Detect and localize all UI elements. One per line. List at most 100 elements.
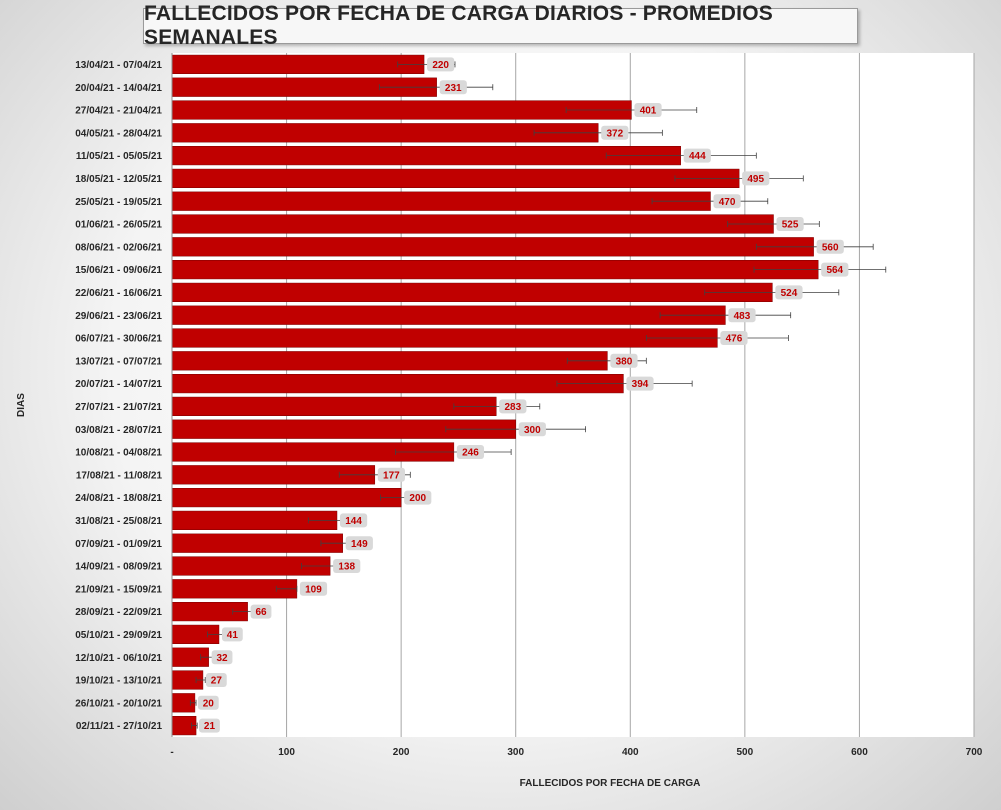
category-label: 05/10/21 - 29/09/21 bbox=[75, 630, 162, 641]
category-label: 07/09/21 - 01/09/21 bbox=[75, 539, 162, 550]
data-label-bg bbox=[456, 445, 485, 459]
data-label: 401 bbox=[640, 106, 657, 117]
data-label-bg bbox=[199, 718, 220, 733]
data-label: 144 bbox=[345, 516, 362, 527]
category-label: 31/08/21 - 25/08/21 bbox=[75, 516, 162, 527]
category-label: 29/06/21 - 23/06/21 bbox=[75, 311, 162, 322]
category-label: 26/10/21 - 20/10/21 bbox=[75, 698, 162, 709]
data-label-bg bbox=[377, 467, 405, 482]
x-axis-title: FALLECIDOS POR FECHA DE CARGA bbox=[520, 778, 701, 789]
category-label: 17/08/21 - 11/08/21 bbox=[76, 470, 163, 481]
data-label: 32 bbox=[217, 653, 229, 664]
bar bbox=[171, 282, 773, 302]
bar bbox=[171, 100, 632, 120]
data-label: 231 bbox=[445, 83, 462, 94]
category-labels-group: 13/04/21 - 07/04/21 20/04/21 - 14/04/21 27… bbox=[75, 60, 162, 732]
category-label: 22/06/21 - 16/06/21 bbox=[75, 288, 162, 299]
bar bbox=[171, 146, 681, 166]
data-label-bg bbox=[221, 627, 243, 642]
data-label: 394 bbox=[632, 379, 649, 390]
y-axis-title: DIAS bbox=[16, 393, 27, 417]
x-tick-label: 700 bbox=[966, 747, 983, 758]
data-label: 138 bbox=[338, 562, 355, 573]
category-label: 28/09/21 - 22/09/21 bbox=[75, 607, 162, 618]
plot-area bbox=[172, 53, 974, 737]
data-label: 372 bbox=[606, 128, 623, 139]
category-label: 01/06/21 - 26/05/21 bbox=[75, 220, 162, 231]
data-label-bg bbox=[728, 308, 756, 323]
data-label-bg bbox=[626, 376, 654, 391]
bar bbox=[171, 533, 343, 553]
data-label-bg bbox=[518, 422, 546, 437]
data-label-bg bbox=[601, 125, 629, 140]
data-label-bg bbox=[821, 262, 849, 277]
category-label: 19/10/21 - 13/10/21 bbox=[75, 676, 162, 687]
data-labels-group: 220 231 401 372 444 495 470 525 560 564 524 483 476 3… bbox=[197, 57, 849, 733]
data-label-bg bbox=[775, 285, 803, 300]
data-label-bg bbox=[683, 148, 711, 163]
data-label: 483 bbox=[734, 311, 751, 322]
data-label-bg bbox=[499, 399, 527, 414]
data-label: 525 bbox=[782, 220, 799, 231]
data-label: 246 bbox=[462, 448, 479, 459]
data-label-bg bbox=[439, 80, 467, 95]
data-label-bg bbox=[610, 353, 638, 368]
data-label-bg bbox=[205, 673, 227, 687]
category-label: 02/11/21 - 27/10/21 bbox=[76, 721, 163, 732]
data-label-bg bbox=[713, 194, 741, 209]
bar bbox=[171, 305, 726, 325]
bar bbox=[171, 396, 497, 416]
data-label-bg bbox=[816, 239, 844, 254]
data-label: 470 bbox=[719, 197, 736, 208]
data-label: 20 bbox=[203, 698, 215, 709]
data-label: 444 bbox=[689, 151, 706, 162]
category-label: 15/06/21 - 09/06/21 bbox=[75, 265, 162, 276]
data-label-bg bbox=[776, 217, 804, 231]
data-label: 109 bbox=[305, 584, 322, 595]
x-tick-labels-group: - 100 200 300 400 500 600 700 bbox=[170, 747, 982, 758]
data-label: 220 bbox=[432, 60, 449, 71]
category-label: 21/09/21 - 15/09/21 bbox=[75, 584, 162, 595]
x-tick-label: 100 bbox=[278, 747, 295, 758]
data-label: 177 bbox=[383, 470, 400, 481]
x-tick-label: - bbox=[170, 747, 173, 758]
data-label-bg bbox=[720, 331, 748, 345]
category-label: 18/05/21 - 12/05/21 bbox=[75, 174, 162, 185]
data-label: 524 bbox=[781, 288, 798, 299]
error-bars-group bbox=[189, 61, 887, 729]
bar bbox=[171, 351, 608, 371]
data-label: 300 bbox=[524, 425, 541, 436]
data-label: 27 bbox=[211, 676, 223, 687]
category-label: 03/08/21 - 28/07/21 bbox=[75, 425, 162, 436]
data-label-bg bbox=[427, 57, 455, 72]
data-label: 21 bbox=[204, 721, 216, 732]
data-label-bg bbox=[345, 536, 373, 551]
bar bbox=[171, 237, 814, 257]
category-label: 24/08/21 - 18/08/21 bbox=[75, 493, 162, 504]
category-label: 13/04/21 - 07/04/21 bbox=[75, 60, 162, 71]
category-label: 14/09/21 - 08/09/21 bbox=[75, 562, 162, 573]
x-tick-label: 200 bbox=[393, 747, 410, 758]
bar bbox=[171, 214, 774, 234]
data-label: 560 bbox=[822, 242, 839, 253]
data-label: 200 bbox=[409, 493, 426, 504]
x-tick-label: 500 bbox=[737, 747, 754, 758]
category-label: 20/04/21 - 14/04/21 bbox=[75, 83, 162, 94]
category-label: 08/06/21 - 02/06/21 bbox=[75, 242, 162, 253]
data-label: 564 bbox=[826, 265, 843, 276]
chart-title: FALLECIDOS POR FECHA DE CARGA DIARIOS - … bbox=[143, 2, 858, 49]
bar bbox=[171, 168, 740, 188]
data-label-bg bbox=[742, 171, 770, 186]
category-label: 12/10/21 - 06/10/21 bbox=[75, 653, 162, 664]
data-label: 380 bbox=[616, 356, 633, 367]
data-label-bg bbox=[333, 559, 361, 573]
x-tick-label: 600 bbox=[851, 747, 868, 758]
data-label: 476 bbox=[726, 334, 743, 345]
bar bbox=[171, 191, 711, 211]
category-label: 27/04/21 - 21/04/21 bbox=[75, 106, 162, 117]
category-label: 25/05/21 - 19/05/21 bbox=[75, 197, 162, 208]
data-label-bg bbox=[339, 513, 368, 528]
data-label: 149 bbox=[351, 539, 368, 550]
gridlines bbox=[286, 53, 975, 737]
